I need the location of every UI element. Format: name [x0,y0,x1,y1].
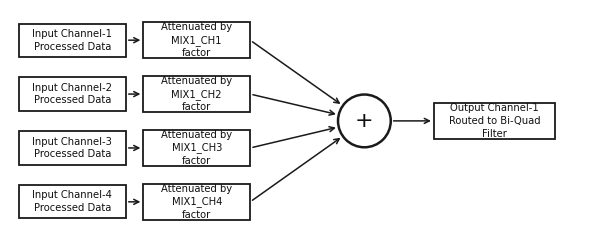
FancyBboxPatch shape [19,77,126,111]
Text: Attenuated by
MIX1_CH3
factor: Attenuated by MIX1_CH3 factor [161,130,232,166]
Text: Input Channel-3
Processed Data: Input Channel-3 Processed Data [32,137,112,159]
Text: Attenuated by
MIX1_CH1
factor: Attenuated by MIX1_CH1 factor [161,22,232,58]
Text: Attenuated by
MIX1_CH4
factor: Attenuated by MIX1_CH4 factor [161,184,232,220]
FancyBboxPatch shape [143,130,250,166]
FancyBboxPatch shape [143,22,250,58]
FancyBboxPatch shape [143,184,250,220]
FancyBboxPatch shape [143,76,250,112]
Text: Output Channel-1
Routed to Bi-Quad
Filter: Output Channel-1 Routed to Bi-Quad Filte… [448,103,540,139]
FancyBboxPatch shape [19,185,126,219]
Text: Input Channel-1
Processed Data: Input Channel-1 Processed Data [32,29,112,51]
Ellipse shape [338,95,391,147]
Text: Input Channel-2
Processed Data: Input Channel-2 Processed Data [32,83,112,106]
FancyBboxPatch shape [19,131,126,165]
Text: Input Channel-4
Processed Data: Input Channel-4 Processed Data [32,190,112,213]
FancyBboxPatch shape [19,24,126,57]
FancyBboxPatch shape [434,102,555,139]
Text: Attenuated by
MIX1_CH2
factor: Attenuated by MIX1_CH2 factor [161,76,232,112]
Text: +: + [355,111,373,131]
